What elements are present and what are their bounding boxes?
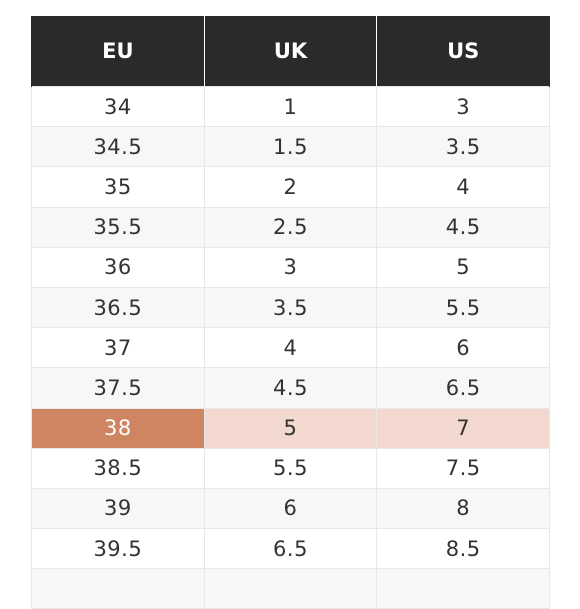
cell-eu: 34.5 bbox=[31, 126, 205, 168]
table-row: 34 1 3 bbox=[31, 85, 550, 128]
cell-uk bbox=[203, 568, 378, 609]
cell-uk-highlighted: 5 bbox=[203, 407, 378, 449]
cell-us bbox=[376, 568, 550, 609]
header-uk: UK bbox=[203, 16, 378, 87]
cell-uk: 1 bbox=[203, 85, 378, 128]
table-row: 35 2 4 bbox=[31, 166, 550, 208]
table-row-partial bbox=[31, 568, 550, 609]
cell-us: 5 bbox=[376, 246, 550, 288]
cell-us: 6 bbox=[376, 327, 550, 369]
table-row: 34.5 1.5 3.5 bbox=[31, 126, 550, 168]
cell-eu: 39 bbox=[31, 487, 205, 530]
cell-us: 4.5 bbox=[376, 206, 550, 248]
cell-eu: 38.5 bbox=[31, 447, 205, 489]
cell-us: 5.5 bbox=[376, 286, 550, 329]
table-row: 38.5 5.5 7.5 bbox=[31, 447, 550, 489]
cell-us: 6.5 bbox=[376, 367, 550, 409]
table-row: 37.5 4.5 6.5 bbox=[31, 367, 550, 409]
cell-uk: 2.5 bbox=[203, 206, 378, 248]
cell-us: 4 bbox=[376, 166, 550, 208]
table-row: 37 4 6 bbox=[31, 327, 550, 369]
cell-uk: 4 bbox=[203, 327, 378, 369]
cell-eu-highlighted: 38 bbox=[31, 407, 205, 449]
cell-uk: 6 bbox=[203, 487, 378, 530]
cell-eu: 37.5 bbox=[31, 367, 205, 409]
header-eu: EU bbox=[31, 16, 205, 87]
cell-uk: 2 bbox=[203, 166, 378, 208]
cell-eu: 39.5 bbox=[31, 528, 205, 570]
table-row: 36 3 5 bbox=[31, 246, 550, 288]
cell-eu: 37 bbox=[31, 327, 205, 369]
table-header-row: EU UK US bbox=[31, 16, 550, 87]
cell-eu: 35.5 bbox=[31, 206, 205, 248]
table-row: 36.5 3.5 5.5 bbox=[31, 286, 550, 329]
cell-eu: 34 bbox=[31, 85, 205, 128]
cell-uk: 1.5 bbox=[203, 126, 378, 168]
cell-eu: 36 bbox=[31, 246, 205, 288]
cell-us: 8 bbox=[376, 487, 550, 530]
table-row: 39.5 6.5 8.5 bbox=[31, 528, 550, 570]
table-row: 35.5 2.5 4.5 bbox=[31, 206, 550, 248]
cell-us: 7.5 bbox=[376, 447, 550, 489]
cell-us-highlighted: 7 bbox=[376, 407, 550, 449]
size-chart: EU UK US 34 1 3 34.5 1.5 3.5 35 2 4 35 bbox=[31, 16, 550, 609]
table-row: 39 6 8 bbox=[31, 487, 550, 530]
size-conversion-table: EU UK US 34 1 3 34.5 1.5 3.5 35 2 4 35 bbox=[31, 16, 550, 609]
cell-uk: 3.5 bbox=[203, 286, 378, 329]
cell-uk: 5.5 bbox=[203, 447, 378, 489]
table-row-highlighted: 38 5 7 bbox=[31, 407, 550, 449]
header-us: US bbox=[376, 16, 550, 87]
cell-us: 8.5 bbox=[376, 528, 550, 570]
table-body: 34 1 3 34.5 1.5 3.5 35 2 4 35.5 2.5 4.5 … bbox=[31, 85, 550, 609]
cell-uk: 6.5 bbox=[203, 528, 378, 570]
cell-uk: 3 bbox=[203, 246, 378, 288]
cell-eu: 35 bbox=[31, 166, 205, 208]
cell-us: 3.5 bbox=[376, 126, 550, 168]
cell-eu: 36.5 bbox=[31, 286, 205, 329]
cell-eu bbox=[31, 568, 205, 609]
cell-us: 3 bbox=[376, 85, 550, 128]
cell-uk: 4.5 bbox=[203, 367, 378, 409]
